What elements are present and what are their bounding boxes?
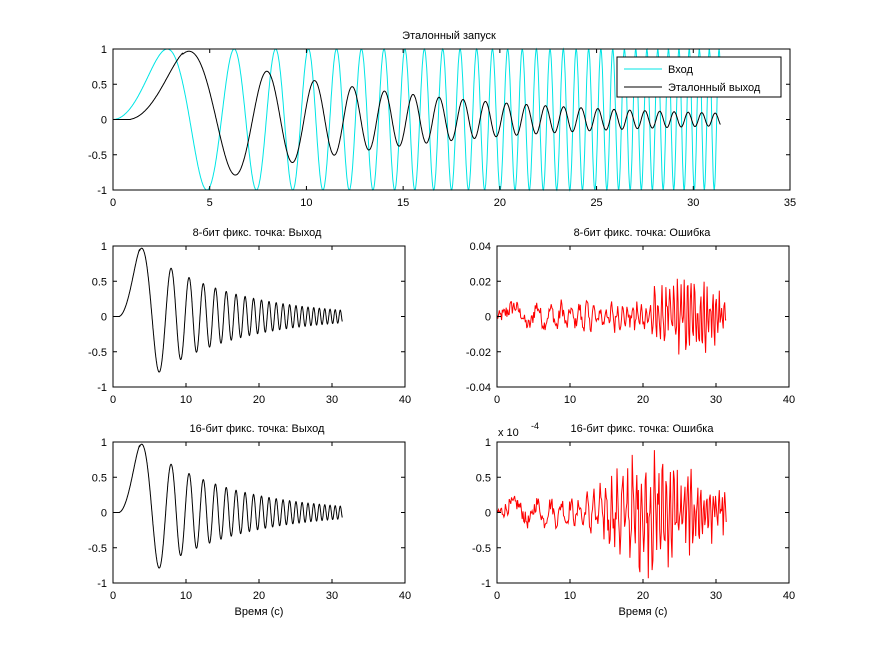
y-tick-label: -0.5: [88, 150, 107, 162]
x-tick-label: 30: [326, 394, 338, 406]
plot-area-fix8-error: [496, 278, 727, 355]
y-tick-label: 0.5: [92, 79, 107, 91]
series-output-line: [113, 247, 343, 373]
ticks-reference: 0 5 10 15 20 25 30 35 -1 -0.5 0 0.5 1: [88, 44, 796, 209]
y-tick-label: 0.04: [470, 241, 491, 253]
y-tick-label: -1: [97, 185, 107, 197]
x-tick-label: 5: [207, 197, 213, 209]
y-tick-label: -1: [97, 578, 107, 590]
legend-input-label: Вход: [668, 64, 693, 76]
x-tick-label: 20: [637, 394, 649, 406]
x-tick-label: 0: [494, 590, 500, 602]
plot-area-fix8-output: [113, 247, 343, 373]
title-fix8-output: 8-бит фикс. точка: Выход: [193, 227, 322, 239]
y-tick-label: 0.5: [92, 472, 107, 484]
y-tick-label: -0.5: [88, 347, 107, 359]
x-tick-label: 10: [180, 590, 192, 602]
x-tick-label: 25: [590, 197, 602, 209]
plot-area-fix16-output: [113, 443, 343, 569]
xlabel-fix16-error: Время (с): [619, 606, 668, 618]
y-tick-label: 0: [101, 115, 107, 127]
x-tick-label: 20: [253, 590, 265, 602]
y-tick-label: 0.5: [92, 276, 107, 288]
x-tick-label: 35: [784, 197, 796, 209]
x-tick-label: 40: [399, 590, 411, 602]
x-tick-label: 30: [710, 394, 722, 406]
y-tick-label: 1: [101, 241, 107, 253]
y-tick-label: 0: [101, 312, 107, 324]
ticks-fix8-output: 0 10 20 30 40 -1 -0.5 0 0.5 1: [88, 241, 411, 406]
x-tick-label: 40: [783, 590, 795, 602]
title-fix16-output: 16-бит фикс. точка: Выход: [190, 423, 325, 435]
series-output-line: [113, 443, 343, 569]
scale-factor-exponent: -4: [531, 421, 539, 431]
series-error-line: [496, 278, 727, 355]
legend-box: [616, 56, 782, 98]
legend-output-label: Эталонный выход: [668, 82, 761, 94]
series-error-line: [496, 450, 727, 579]
xlabel-fix16-output: Время (с): [235, 606, 284, 618]
legend: Вход Эталонный выход: [616, 56, 782, 98]
y-tick-label: 0: [485, 508, 491, 520]
axes-fix16-error: 16-бит фикс. точка: Ошибка x 10 -4 0 10 20…: [472, 421, 795, 618]
x-tick-label: 0: [110, 590, 116, 602]
y-tick-label: -0.5: [88, 543, 107, 555]
x-tick-label: 30: [326, 590, 338, 602]
axes-reference: Эталонный запуск 0 5 10 15 20 25 30 35 -1 -0.5 0 0.…: [88, 30, 796, 209]
y-tick-label: 1: [485, 437, 491, 449]
x-tick-label: 10: [300, 197, 312, 209]
scale-factor-base: x 10: [498, 427, 519, 439]
y-tick-label: 0: [101, 508, 107, 520]
y-tick-label: 0: [485, 312, 491, 324]
x-tick-label: 0: [494, 394, 500, 406]
series-output-line: [113, 50, 721, 176]
title-reference: Эталонный запуск: [402, 30, 496, 42]
y-tick-label: -0.04: [466, 382, 491, 394]
x-tick-label: 30: [687, 197, 699, 209]
title-fix16-error: 16-бит фикс. точка: Ошибка: [571, 423, 715, 435]
ticks-fix8-error: 0 10 20 30 40 -0.04 -0.02 0 0.02 0.04: [466, 241, 795, 406]
x-tick-label: 10: [564, 590, 576, 602]
x-tick-label: 20: [253, 394, 265, 406]
x-tick-label: 10: [564, 394, 576, 406]
ticks-fix16-error: 0 10 20 30 40 -1 -0.5 0 0.5 1: [472, 437, 795, 602]
x-tick-label: 0: [110, 394, 116, 406]
y-tick-label: 1: [101, 44, 107, 56]
y-tick-label: -0.02: [466, 347, 491, 359]
axes-box-fix16-error: [496, 441, 790, 584]
axes-fix8-output: 8-бит фикс. точка: Выход 0 10 20 30 40-1-0.5…: [88, 227, 411, 406]
y-tick-label: -0.5: [472, 543, 491, 555]
x-tick-label: 20: [494, 197, 506, 209]
series-input-line: [113, 47, 721, 192]
y-tick-label: 0.02: [470, 276, 491, 288]
x-tick-label: 20: [637, 590, 649, 602]
x-tick-label: 40: [399, 394, 411, 406]
x-tick-label: 15: [397, 197, 409, 209]
y-tick-label: 0.5: [476, 472, 491, 484]
y-tick-label: 1: [101, 437, 107, 449]
y-tick-label: -1: [97, 382, 107, 394]
ticks-fix16-output: 0 10 20 30 40 -1 -0.5 0 0.5 1: [88, 437, 411, 602]
x-tick-label: 0: [110, 197, 116, 209]
x-tick-label: 30: [710, 590, 722, 602]
plot-area-reference: [113, 47, 721, 192]
x-tick-label: 10: [180, 394, 192, 406]
axes-fix8-error: 8-бит фикс. точка: Ошибка 0 10 20 30 40 -0.04…: [466, 227, 795, 406]
axes-fix16-output: 16-бит фикс. точка: Выход 0 10 20 30 40-1-0.…: [88, 423, 411, 618]
plot-area-fix16-error: [496, 450, 727, 579]
title-fix8-error: 8-бит фикс. точка: Ошибка: [574, 227, 712, 239]
y-tick-label: -1: [481, 578, 491, 590]
x-tick-label: 40: [783, 394, 795, 406]
